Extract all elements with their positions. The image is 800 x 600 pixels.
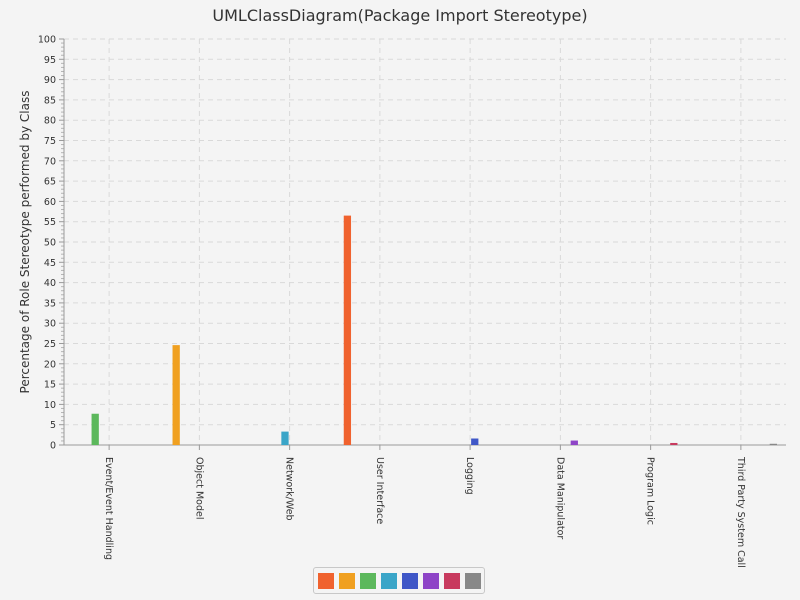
y-tick-label: 65 [44,177,56,188]
axis-labels: 0 5 10 15 20 25 30 35 40 45 50 55 60 65 70 75 80 85 90 95 10… [38,35,746,568]
y-tick-label: 15 [44,380,56,391]
bar [670,442,678,445]
y-tick-label: 100 [38,35,56,46]
chart-title: UMLClassDiagram(Package Import Stereotyp… [212,6,588,25]
legend-swatch [380,572,397,589]
y-tick-label: 80 [44,116,56,127]
axes [59,38,786,450]
y-tick-label: 50 [44,238,56,249]
bar [91,413,99,445]
y-tick-label: 85 [44,95,56,106]
y-tick-label: 95 [44,55,56,66]
legend-swatch [359,572,376,589]
legend-swatch [422,572,439,589]
x-category-label: Object Model [193,457,204,519]
bar [343,215,352,445]
y-tick-label: 10 [44,400,56,411]
y-tick-label: 0 [50,441,56,452]
y-tick-label: 30 [44,319,56,330]
y-tick-label: 55 [44,217,56,228]
x-category-label: Data Manipulator [554,457,565,539]
y-tick-label: 5 [50,420,56,431]
y-tick-label: 35 [44,298,56,309]
y-axis-title: Percentage of Role Stereotype performed … [18,91,32,394]
x-category-label: Network/Web [284,457,295,521]
y-tick-label: 75 [44,136,56,147]
y-tick-label: 40 [44,278,56,289]
x-category-label: Event/Event Handling [103,457,114,560]
legend-swatch [401,572,418,589]
bar [570,440,578,445]
legend [313,567,485,594]
legend-swatch [317,572,334,589]
bars [91,215,777,445]
bar [769,443,777,445]
bar [471,438,479,445]
grid-lines [64,38,786,446]
y-tick-label: 60 [44,197,56,208]
y-tick-label: 90 [44,75,56,86]
legend-swatch [464,572,481,589]
y-tick-label: 20 [44,359,56,370]
x-category-label: User Interface [374,457,385,524]
bar [281,431,289,445]
legend-swatch [338,572,355,589]
x-category-label: Logging [464,457,475,495]
legend-swatch [443,572,460,589]
bar [172,345,180,445]
y-tick-label: 45 [44,258,56,269]
y-tick-label: 70 [44,156,56,167]
y-tick-label: 25 [44,339,56,350]
x-category-label: Program Logic [645,457,656,525]
x-category-label: Third Party System Call [735,456,746,568]
